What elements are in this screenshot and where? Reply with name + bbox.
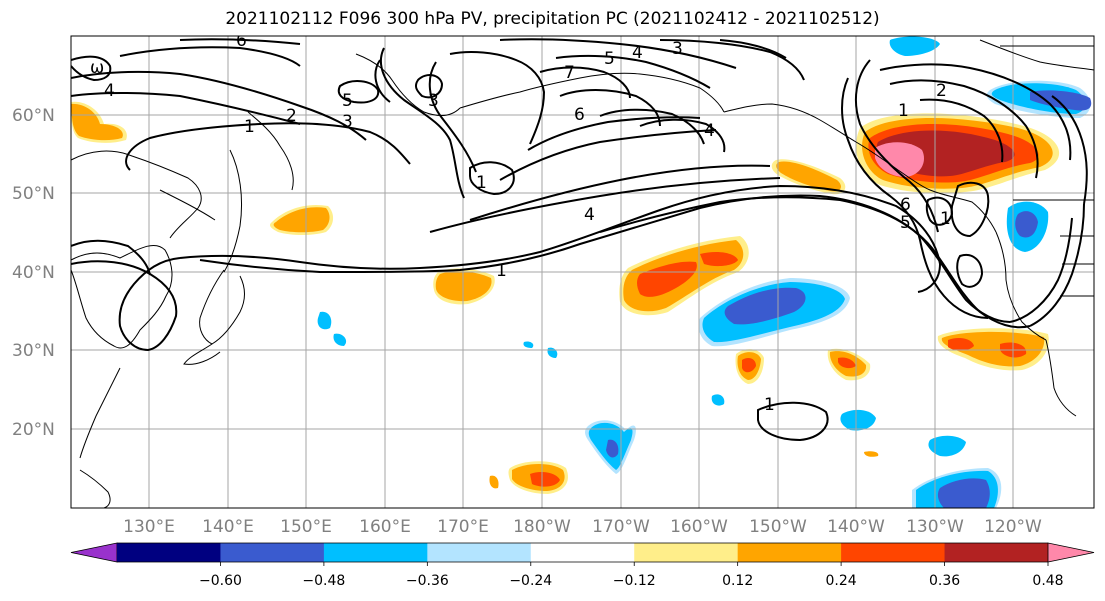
colorbar-tick-label: −0.36	[406, 573, 449, 589]
colorbar-tick-label: −0.24	[509, 573, 552, 589]
lon-label: 120°W	[984, 517, 1042, 537]
precip-shading	[71, 36, 1092, 508]
coastlines	[71, 39, 1094, 508]
contour-label: 2	[936, 81, 947, 101]
contour-label: 3	[428, 91, 439, 111]
map-title: 2021102112 F096 300 hPa PV, precipitatio…	[225, 9, 880, 29]
contour-label: ω	[90, 58, 104, 78]
lon-label: 160°E	[359, 517, 411, 537]
contour-label: 5	[900, 213, 911, 233]
contour-label: 4	[584, 205, 595, 225]
contour-label: 2	[286, 106, 297, 126]
contour-label: 5	[342, 91, 353, 111]
contour-label: 1	[898, 101, 909, 121]
colorbar-tick-label: 0.36	[929, 573, 960, 589]
colorbar-extend-high	[1047, 542, 1095, 563]
lat-label-50n: 50°N	[12, 184, 55, 204]
colorbar-tick-label: 0.48	[1032, 573, 1063, 589]
pv-contours	[71, 38, 1088, 442]
colorbar-tick-label: −0.48	[302, 573, 345, 589]
lon-label: 170°E	[437, 517, 489, 537]
contour-label: 1	[476, 173, 487, 193]
contour-label: 6	[236, 31, 247, 51]
colorbar-bin	[117, 543, 221, 562]
colorbar-tick-label: −0.12	[613, 573, 656, 589]
colorbar-extend-low	[70, 542, 118, 563]
latitude-labels: 60°N 50°N 40°N 30°N 20°N	[12, 106, 55, 440]
colorbar-outline	[117, 542, 1048, 563]
contour-label: 1	[244, 117, 255, 137]
colorbar-bin	[427, 543, 532, 562]
lon-label: 150°E	[280, 517, 332, 537]
contour-label: 1	[764, 395, 775, 415]
contour-label: 5	[604, 49, 615, 69]
lon-label: 130°E	[123, 517, 175, 537]
contour-label: 1	[940, 209, 951, 229]
contour-label: 4	[104, 81, 115, 101]
colorbar-bin	[323, 543, 428, 562]
lon-label: 130°W	[906, 517, 964, 537]
lon-label: 180°W	[513, 517, 571, 537]
lat-label-20n: 20°N	[12, 420, 55, 440]
colorbar-tick-label: 0.12	[722, 573, 753, 589]
contour-label: 4	[632, 43, 643, 63]
colorbar-bin	[841, 543, 946, 562]
contour-label: 6	[900, 195, 911, 215]
colorbar-bin	[530, 543, 635, 562]
map-frame	[70, 35, 1095, 509]
contour-label: 7	[564, 63, 575, 83]
pv-contour-labels: 6 ω 4 5 3 2 1 5 7 6 4 3 4 3 2 1 6 5 1 1 …	[90, 31, 951, 415]
colorbar-bin	[634, 543, 739, 562]
contour-label: 4	[704, 121, 715, 141]
colorbar-bin	[220, 543, 325, 562]
lat-label-60n: 60°N	[12, 106, 55, 126]
colorbar-ticks: −0.60 −0.48 −0.36 −0.24 −0.12 0.12 0.24 0.36 0.4…	[199, 562, 1064, 589]
lon-label: 170°W	[592, 517, 650, 537]
colorbar-bin	[944, 543, 1049, 562]
lon-label: 140°W	[827, 517, 885, 537]
contour-label: 3	[672, 39, 683, 59]
colorbar-tick-label: 0.24	[826, 573, 857, 589]
contour-label: 3	[342, 112, 353, 132]
contour-label: 1	[496, 261, 507, 281]
colorbar-tick-label: −0.60	[199, 573, 242, 589]
lat-label-40n: 40°N	[12, 263, 55, 283]
lon-label: 140°E	[202, 517, 254, 537]
lon-label: 160°W	[670, 517, 728, 537]
colorbar-bin	[737, 543, 842, 562]
lon-label: 150°W	[749, 517, 807, 537]
contour-label: 6	[574, 105, 585, 125]
longitude-labels: 130°E 140°E 150°E 160°E 170°E 180°W 170°…	[123, 517, 1042, 537]
colorbar	[70, 542, 1095, 563]
lat-label-30n: 30°N	[12, 341, 55, 361]
